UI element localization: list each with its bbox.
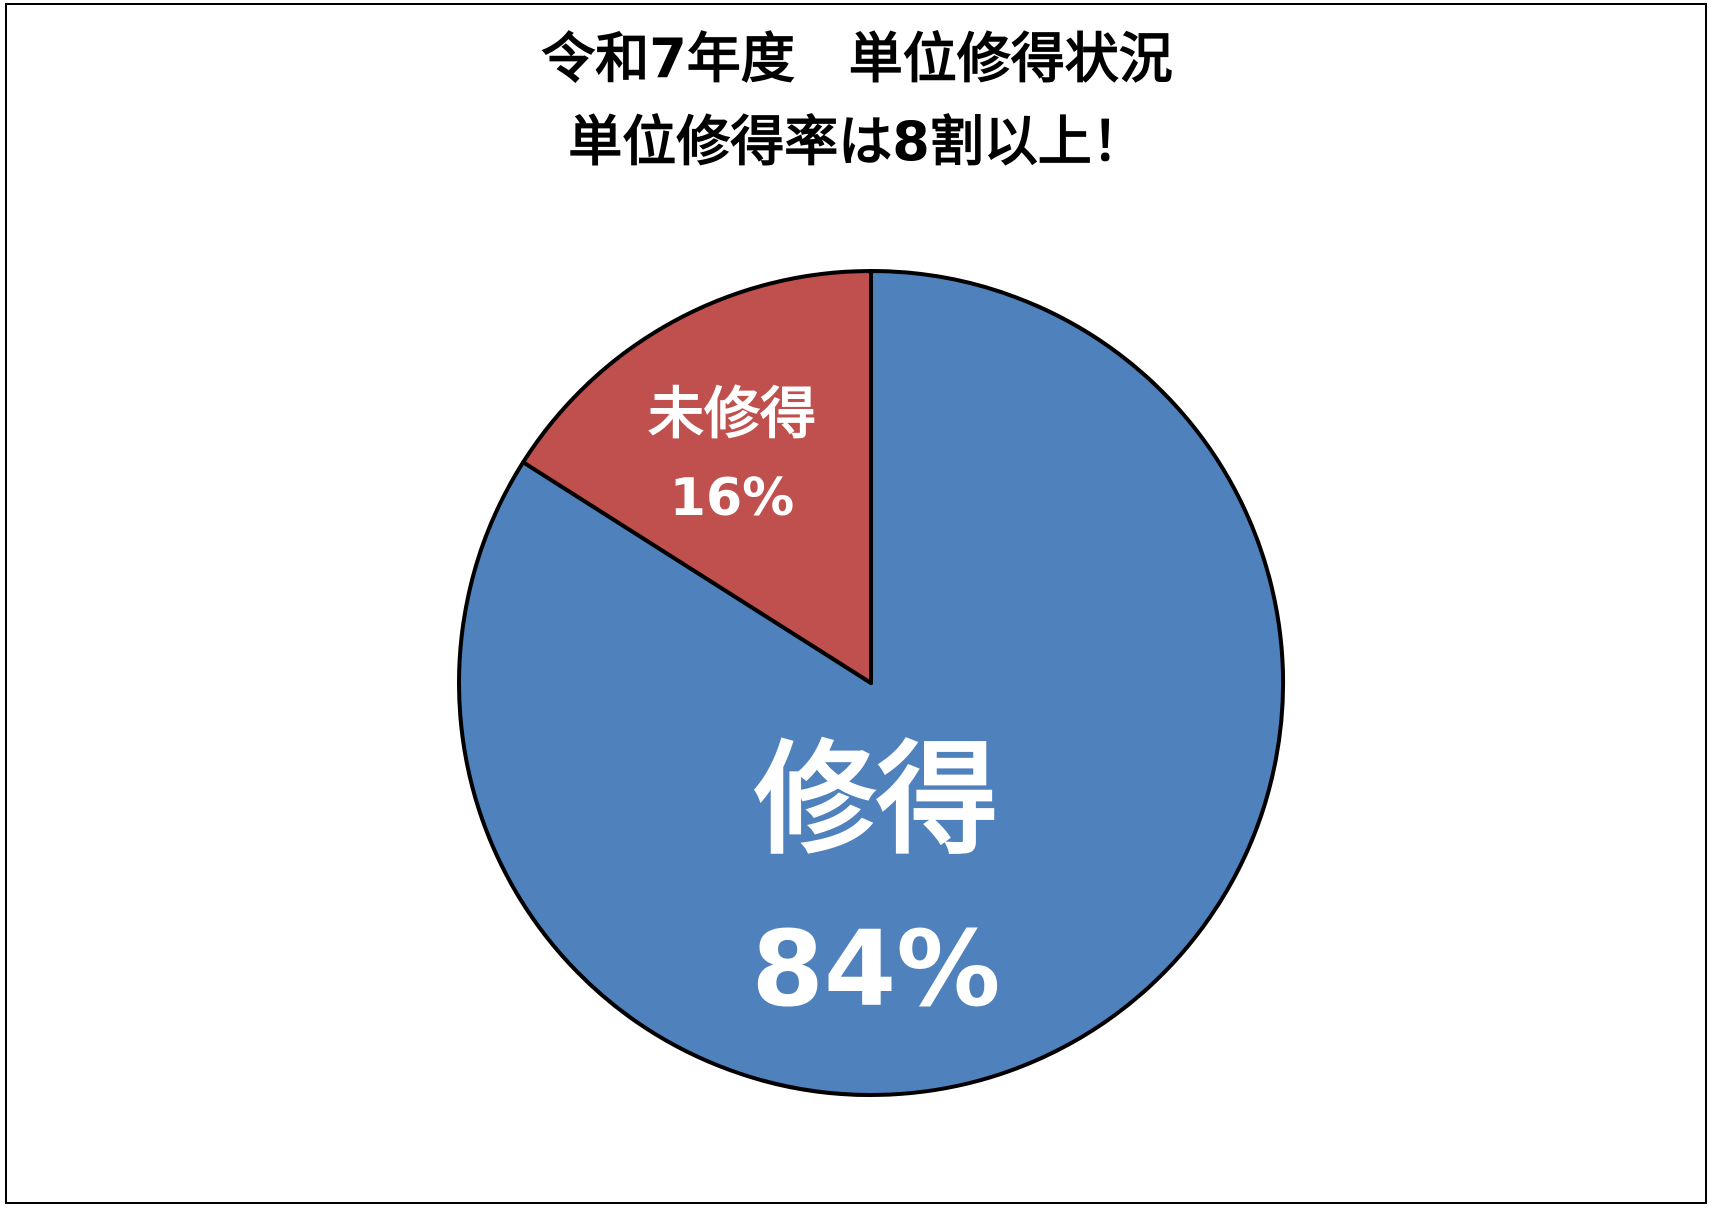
slice-label-mishutoku: 未修得 <box>648 382 816 447</box>
chart-title: 令和7年度 単位修得状況 <box>541 27 1173 90</box>
pie-slice-1 <box>521 269 873 685</box>
slice-value-mishutoku: 16% <box>670 468 794 528</box>
chart-subtitle: 単位修得率は8割以上！ <box>568 110 1146 173</box>
chart-frame <box>5 3 1707 1204</box>
slice-label-shutoku: 修得 <box>754 729 998 871</box>
slice-value-shutoku: 84% <box>752 908 1001 1030</box>
